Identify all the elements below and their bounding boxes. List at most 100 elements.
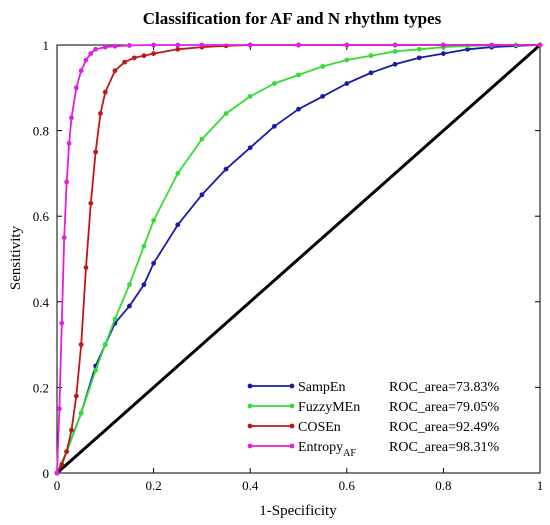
series-point-entropyaf — [78, 68, 84, 74]
series-point-cosen — [112, 68, 118, 74]
series-point-entropyaf — [199, 42, 205, 48]
x-tick-label: 0 — [54, 478, 61, 493]
series-point-entropyaf — [54, 470, 60, 476]
series-point-entropyaf — [69, 115, 74, 121]
series-point-entropyaf — [66, 141, 72, 146]
y-tick-label: 0 — [43, 466, 50, 481]
series-point-fuzzymen — [151, 218, 157, 223]
series-point-cosen — [98, 111, 103, 116]
series-point-entropyaf — [61, 235, 67, 241]
y-tick-label: 0.8 — [33, 124, 49, 139]
series-point-fuzzymen — [296, 72, 301, 78]
series-point-sampen — [441, 51, 446, 56]
series-point-cosen — [69, 427, 74, 433]
x-tick-label: 0.6 — [339, 478, 356, 493]
series-point-fuzzymen — [392, 49, 398, 54]
series-point-entropyaf — [102, 44, 108, 50]
y-axis-label: Sensitivity — [8, 225, 24, 290]
series-point-fuzzymen — [247, 93, 253, 99]
legend-label-fuzzymen: FuzzyMEn — [298, 400, 360, 415]
series-point-cosen — [141, 53, 147, 59]
legend-marker-sampen — [247, 383, 253, 389]
series-point-fuzzymen — [112, 316, 118, 322]
chart-title: Classification for AF and N rhythm types — [143, 9, 442, 28]
series-point-cosen — [73, 393, 79, 399]
legend-label-entropyaf: EntropyAF — [298, 440, 356, 459]
series-point-fuzzymen — [320, 64, 326, 69]
series-point-fuzzymen — [199, 136, 205, 142]
legend-roc-area-cosen: ROC_area=92.49% — [389, 420, 499, 435]
legend-roc-area-sampen: ROC_area=73.83% — [389, 380, 499, 395]
series-point-cosen — [122, 59, 128, 65]
series-point-fuzzymen — [102, 342, 108, 347]
series-point-sampen — [344, 81, 350, 86]
series-point-entropyaf — [59, 320, 65, 326]
series-point-cosen — [88, 200, 94, 206]
legend-marker-entropyaf — [289, 443, 295, 449]
series-point-fuzzymen — [223, 111, 229, 116]
series-point-fuzzymen — [175, 171, 181, 176]
series-point-entropyaf — [88, 51, 94, 56]
series-point-sampen — [392, 61, 398, 67]
series-point-cosen — [64, 449, 70, 454]
series-point-sampen — [320, 93, 326, 99]
legend-label-cosen: COSEn — [298, 420, 341, 435]
legend-marker-cosen — [247, 423, 253, 429]
series-point-entropyaf — [175, 42, 181, 48]
reference-diagonal-line — [56, 43, 541, 475]
series-point-entropyaf — [441, 42, 446, 48]
series-point-cosen — [131, 55, 137, 61]
series-point-entropyaf — [151, 42, 157, 48]
series-point-cosen — [83, 265, 89, 270]
legend: SampEn ROC_area=73.83% FuzzyMEn ROC_area=79… — [247, 380, 499, 459]
series-point-fuzzymen — [78, 410, 84, 416]
series-point-cosen — [102, 89, 108, 95]
legend-marker-entropyaf — [247, 443, 253, 449]
series-point-sampen — [271, 123, 277, 129]
series-point-entropyaf — [489, 42, 495, 48]
series-point-entropyaf — [57, 406, 62, 412]
series-point-sampen — [175, 222, 181, 228]
series-point-sampen — [247, 145, 253, 151]
legend-label-sampen: SampEn — [298, 380, 345, 395]
x-tick-label: 0.4 — [242, 478, 259, 493]
series-point-entropyaf — [537, 42, 543, 48]
y-tick-label: 0.2 — [33, 380, 49, 395]
series-point-entropyaf — [296, 42, 301, 48]
y-tick-label: 0.4 — [33, 295, 50, 310]
series-point-sampen — [416, 55, 422, 61]
legend-marker-fuzzymen — [289, 403, 295, 409]
series-point-fuzzymen — [93, 367, 99, 373]
x-tick-label: 0.2 — [145, 478, 161, 493]
series-point-sampen — [465, 46, 470, 52]
series-point-entropyaf — [73, 85, 79, 91]
series-point-cosen — [78, 342, 84, 347]
series-point-entropyaf — [392, 42, 398, 48]
y-tick-label: 0.6 — [33, 209, 50, 224]
series-point-entropyaf — [64, 179, 70, 185]
series-point-cosen — [175, 46, 181, 52]
x-tick-label: 1 — [537, 478, 544, 493]
series-point-entropyaf — [127, 43, 132, 48]
series-point-fuzzymen — [344, 57, 350, 63]
series-point-entropyaf — [83, 57, 89, 63]
series-point-sampen — [199, 192, 205, 198]
series-point-entropyaf — [112, 43, 118, 49]
series-point-entropyaf — [93, 46, 99, 52]
series-point-entropyaf — [247, 42, 253, 48]
series-point-sampen — [151, 260, 157, 266]
x-axis-label: 1-Specificity — [259, 503, 337, 519]
legend-marker-cosen — [289, 423, 295, 429]
series-point-fuzzymen — [141, 243, 147, 249]
legend-marker-sampen — [289, 383, 295, 389]
series-point-sampen — [141, 282, 147, 288]
series-point-sampen — [127, 303, 132, 309]
y-tick-label: 1 — [43, 38, 50, 53]
series-point-cosen — [93, 149, 99, 155]
series-point-cosen — [151, 51, 157, 56]
legend-label-subscript: AF — [343, 448, 356, 459]
series-point-fuzzymen — [271, 81, 277, 86]
legend-marker-fuzzymen — [247, 403, 253, 409]
series-point-fuzzymen — [416, 46, 422, 52]
series-point-fuzzymen — [127, 282, 132, 288]
